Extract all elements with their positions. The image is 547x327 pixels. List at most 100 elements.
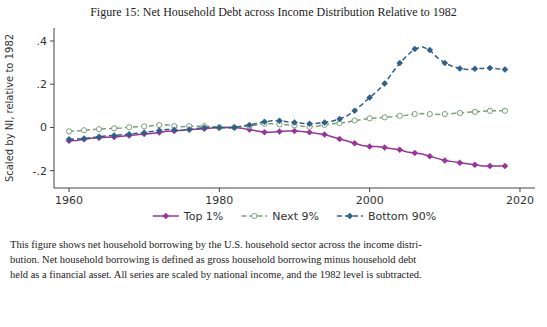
series-marker — [367, 95, 373, 101]
series-marker — [232, 125, 237, 130]
series-marker — [487, 65, 493, 71]
y-tick — [50, 170, 54, 171]
y-tick-label: .2 — [37, 78, 48, 91]
series-marker — [81, 135, 87, 141]
x-tick-label: 2000 — [356, 194, 384, 207]
series-marker — [352, 118, 357, 123]
series-marker — [442, 158, 448, 164]
legend-item: Bottom 90% — [337, 210, 436, 223]
series-marker — [412, 111, 417, 116]
series-marker — [337, 116, 343, 122]
series-line — [69, 47, 505, 140]
series — [66, 46, 508, 142]
series-marker — [261, 119, 267, 125]
series-marker — [142, 124, 147, 129]
series-marker — [382, 81, 388, 87]
series-marker — [307, 121, 313, 127]
series-marker — [487, 108, 492, 113]
legend-marker — [163, 213, 169, 219]
x-tick — [69, 188, 70, 192]
legend-item: Top 1% — [153, 210, 224, 223]
series-marker — [231, 124, 237, 130]
series-marker — [472, 109, 477, 114]
caption-line: This figure shows net household borrowin… — [10, 239, 422, 250]
plot-area — [66, 46, 508, 169]
series-marker — [397, 113, 402, 118]
series-marker — [201, 125, 207, 131]
series-marker — [216, 125, 222, 131]
series-marker — [397, 147, 403, 153]
series-marker — [427, 153, 433, 159]
series-marker — [231, 124, 237, 130]
series-marker — [141, 130, 147, 136]
series-marker — [337, 136, 343, 142]
series-marker — [427, 47, 433, 53]
axes: -.20.2.41960198020002020 — [33, 28, 535, 207]
series-marker — [487, 163, 493, 169]
series-marker — [81, 136, 87, 142]
x-axis-line — [54, 188, 535, 189]
series-marker — [502, 67, 508, 73]
series-marker — [246, 122, 252, 128]
series — [66, 124, 508, 168]
series-marker — [126, 131, 132, 137]
series-marker — [66, 136, 72, 142]
series-marker — [111, 132, 117, 138]
series-marker — [156, 127, 162, 133]
y-tick — [50, 127, 54, 128]
series-marker — [157, 122, 162, 127]
series-marker — [261, 129, 267, 135]
series-marker — [382, 145, 388, 151]
series-marker — [292, 128, 298, 134]
legend-marker — [252, 213, 257, 218]
chart: Figure 15: Net Household Debt across Inc… — [0, 0, 547, 327]
series-marker — [502, 163, 508, 169]
y-tick — [50, 84, 54, 85]
legend-marker — [347, 213, 353, 219]
legend-label: Bottom 90% — [368, 210, 436, 223]
legend-label: Top 1% — [183, 210, 224, 223]
series-marker — [186, 126, 192, 132]
series-marker — [442, 60, 448, 66]
series-marker — [412, 46, 418, 52]
y-axis-line — [54, 28, 55, 188]
series-marker — [276, 129, 282, 135]
series-marker — [367, 143, 373, 149]
series-marker — [352, 108, 358, 114]
x-tick-label: 1980 — [205, 194, 233, 207]
y-tick-label: .4 — [37, 35, 48, 48]
caption-line: held as a financial asset. All series ar… — [10, 269, 422, 280]
x-tick — [519, 188, 520, 192]
y-tick — [50, 40, 54, 41]
legend-item: Next 9% — [241, 210, 319, 223]
x-tick-label: 2020 — [506, 194, 534, 207]
series-marker — [442, 111, 447, 116]
series-marker — [352, 140, 358, 146]
y-axis-label: Scaled by NI, relative to 1982 — [4, 34, 15, 182]
series-marker — [412, 150, 418, 156]
x-tick — [219, 188, 220, 192]
series-marker — [292, 119, 298, 125]
series-marker — [472, 66, 478, 72]
series-marker — [502, 108, 507, 113]
series-marker — [96, 134, 102, 140]
series-line — [69, 111, 505, 132]
series-marker — [397, 60, 403, 66]
caption: This figure shows net household borrowin… — [10, 239, 422, 280]
legend: Top 1% Next 9% Bottom 90% — [153, 210, 436, 223]
series-marker — [322, 119, 328, 125]
x-tick-label: 1960 — [55, 194, 83, 207]
series-marker — [112, 126, 117, 131]
caption-line: bution. Net household borrowing is defin… — [10, 254, 416, 265]
series-marker — [217, 125, 222, 130]
series-marker — [127, 125, 132, 130]
title: Figure 15: Net Household Debt across Inc… — [90, 5, 457, 19]
y-tick-label: 0 — [40, 121, 47, 134]
series-marker — [457, 110, 462, 115]
series-marker — [322, 132, 328, 138]
legend-label: Next 9% — [272, 210, 319, 223]
series-marker — [216, 125, 222, 131]
series-marker — [307, 129, 313, 135]
series-marker — [367, 116, 372, 121]
series-marker — [427, 111, 432, 116]
